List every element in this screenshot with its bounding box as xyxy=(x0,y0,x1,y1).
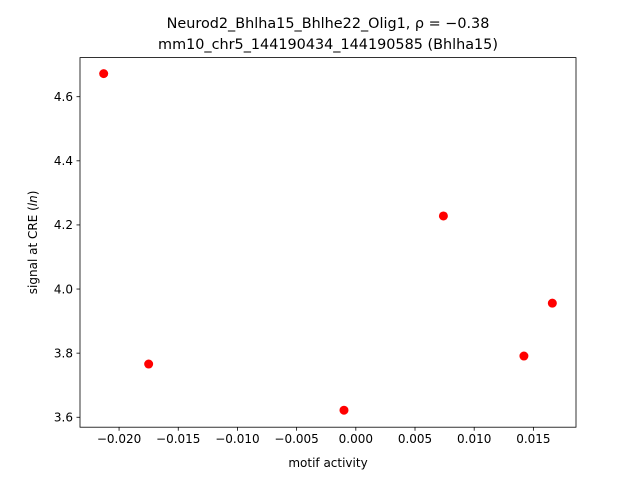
data-point xyxy=(519,351,529,361)
data-point xyxy=(144,359,154,369)
x-tick-label: −0.020 xyxy=(97,432,141,446)
x-tick-label: 0.015 xyxy=(516,432,550,446)
x-axis-label: motif activity xyxy=(288,456,367,470)
y-tick-label: 3.8 xyxy=(54,346,73,360)
chart-title-line1: Neurod2_Bhlha15_Bhlhe22_Olig1, ρ = −0.38 xyxy=(167,16,490,32)
x-tick-label: −0.005 xyxy=(274,432,318,446)
plot-area-frame xyxy=(79,57,577,428)
y-tick-label: 4.2 xyxy=(54,218,73,232)
x-tick-label: −0.010 xyxy=(215,432,259,446)
y-tick-label: 4.4 xyxy=(54,154,73,168)
data-point xyxy=(99,69,109,79)
x-tick-label: −0.015 xyxy=(156,432,200,446)
y-tick-label: 3.6 xyxy=(54,411,73,425)
x-tick-label: 0.005 xyxy=(398,432,432,446)
y-axis-label: signal at CRE (ln) xyxy=(26,191,40,295)
data-point xyxy=(339,405,349,415)
y-tick-label: 4.0 xyxy=(54,282,73,296)
data-point xyxy=(438,211,448,221)
chart-title-line2: mm10_chr5_144190434_144190585 (Bhlha15) xyxy=(158,37,498,53)
data-point xyxy=(547,298,557,308)
x-tick-label: 0.010 xyxy=(457,432,491,446)
y-tick-label: 4.6 xyxy=(54,90,73,104)
x-tick-label: 0.000 xyxy=(339,432,373,446)
